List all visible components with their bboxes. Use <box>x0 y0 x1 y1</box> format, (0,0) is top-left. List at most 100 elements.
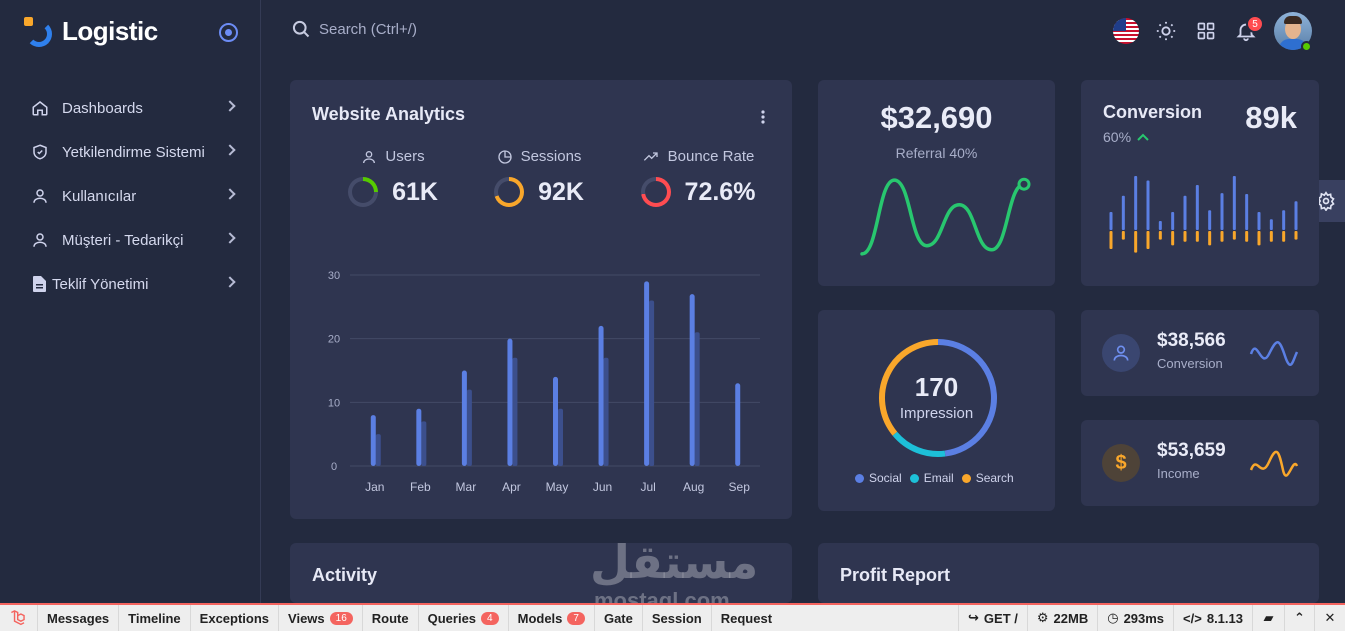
sidebar-item-musteri[interactable]: Müşteri - Tedarikçi <box>30 218 240 262</box>
debug-tab-messages[interactable]: Messages <box>38 605 120 631</box>
notifications-button[interactable]: 5 <box>1226 13 1266 49</box>
debug-tab-request[interactable]: Request <box>720 610 773 626</box>
chevron-right-icon <box>224 100 236 112</box>
sidebar-item-dashboards[interactable]: Dashboards <box>30 86 240 130</box>
debug-tab-views[interactable]: Views 16 <box>279 605 363 631</box>
stat-users: Users 61K <box>323 148 463 207</box>
bar-negative <box>1245 231 1249 242</box>
x-tick-label: Feb <box>410 480 431 494</box>
stat-bounce-rate: Bounce Rate 72.6% <box>628 148 768 207</box>
card-title: Profit Report <box>840 565 950 585</box>
bar-positive <box>1269 219 1273 230</box>
x-tick-label: Jan <box>365 480 384 494</box>
debug-tab-models[interactable]: Models 7 <box>509 605 595 631</box>
x-tick-label: Aug <box>683 480 704 494</box>
bounce-progress-ring <box>640 177 671 207</box>
bar-primary <box>689 294 695 466</box>
brand-name: Logistic <box>62 16 158 46</box>
stat-label: Conversion <box>1157 356 1223 371</box>
search-bar[interactable]: Search (Ctrl+/) <box>291 19 417 39</box>
y-tick-label: 10 <box>328 397 340 409</box>
bar-primary <box>416 408 422 466</box>
chevron-up-icon[interactable]: ⌃ <box>1285 605 1315 631</box>
sessions-progress-ring <box>494 177 525 207</box>
bar-positive <box>1134 176 1138 230</box>
debugbar: Messages Timeline Exceptions Views 16 Rou… <box>0 603 1345 631</box>
bar-positive <box>1220 193 1224 230</box>
bar-primary <box>370 415 376 466</box>
debug-tab-queries[interactable]: Queries 4 <box>419 605 509 631</box>
laravel-logo-icon[interactable] <box>0 605 38 631</box>
language-button[interactable] <box>1106 13 1146 49</box>
theme-toggle-button[interactable] <box>1146 13 1186 49</box>
bar-negative <box>1121 231 1125 240</box>
debug-tab-gate[interactable]: Gate <box>595 605 643 631</box>
legend-item: Email <box>909 471 954 485</box>
debug-time[interactable]: ◷ 293ms <box>1098 605 1175 631</box>
bar-negative <box>1134 231 1138 253</box>
chevron-up-icon <box>1137 133 1149 141</box>
x-tick-label: Sep <box>729 480 751 494</box>
count-badge: 4 <box>481 611 499 625</box>
user-icon <box>1102 334 1140 372</box>
debug-tab-session[interactable]: Session <box>643 605 712 631</box>
users-progress-ring <box>348 177 379 207</box>
bar-positive <box>1183 195 1187 230</box>
brand[interactable]: Logistic <box>24 16 158 47</box>
bar-negative <box>1146 231 1150 249</box>
bar-secondary <box>649 300 655 466</box>
chart-legend: Social Email Search <box>855 471 1022 485</box>
more-vertical-icon[interactable] <box>760 109 766 125</box>
legend-item: Search <box>961 471 1014 485</box>
clock-icon: ◷ <box>1107 610 1119 625</box>
x-tick-label: Apr <box>502 480 521 494</box>
debug-tab-exceptions[interactable]: Exceptions <box>191 605 280 631</box>
avatar[interactable] <box>1274 12 1312 50</box>
bar-negative <box>1208 231 1212 246</box>
search-input[interactable]: Search (Ctrl+/) <box>319 20 417 38</box>
bar-negative <box>1294 231 1298 240</box>
stat-label: Sessions <box>520 148 582 165</box>
y-tick-label: 20 <box>328 334 340 346</box>
bar-positive <box>1109 212 1113 230</box>
debug-tab-route[interactable]: Route <box>363 605 419 631</box>
debug-memory[interactable]: ⚙ 22MB <box>1028 605 1099 631</box>
sidebar-toggle-icon[interactable] <box>219 23 238 42</box>
stat-value: $53,659 <box>1157 440 1226 461</box>
folder-icon[interactable]: ▰ <box>1253 605 1285 631</box>
shortcuts-button[interactable] <box>1186 13 1226 49</box>
bar-negative <box>1269 231 1273 242</box>
card-title: Website Analytics <box>312 104 466 124</box>
sidebar-item-label: Dashboards <box>62 99 143 117</box>
sun-icon <box>1156 21 1176 41</box>
debug-version: </> 8.1.13 <box>1174 605 1253 631</box>
bar-secondary <box>603 357 609 466</box>
bar-positive <box>1171 212 1175 230</box>
debug-request-method[interactable]: ↪ GET / <box>958 605 1028 631</box>
bar-primary <box>461 370 467 466</box>
bar-negative <box>1232 231 1236 240</box>
stat-value: 61K <box>392 177 438 206</box>
stat-label: Bounce Rate <box>667 148 755 165</box>
bar-positive <box>1208 210 1212 230</box>
document-icon <box>32 274 46 294</box>
conversion-card: Conversion 60% 89k <box>1081 80 1319 286</box>
close-icon[interactable]: ✕ <box>1324 610 1336 625</box>
conversion-percent: 60% <box>1103 129 1132 145</box>
debug-tab-timeline[interactable]: Timeline <box>119 605 191 631</box>
bar-positive <box>1245 194 1249 230</box>
sidebar-item-teklif[interactable]: Teklif Yönetimi <box>30 262 240 306</box>
sidebar-item-yetkilendirme[interactable]: Yetkilendirme Sistemi <box>30 130 240 174</box>
sidebar-item-kullanicilar[interactable]: Kullanıcılar <box>30 174 240 218</box>
bar-negative <box>1257 231 1261 246</box>
bar-negative <box>1171 231 1175 246</box>
bar-negative <box>1195 231 1199 242</box>
sidebar-item-label: Teklif Yönetimi <box>52 275 149 293</box>
profit-report-card: Profit Report <box>818 543 1319 603</box>
bar-positive <box>1294 201 1298 230</box>
y-tick-label: 30 <box>328 270 340 282</box>
search-icon <box>292 20 310 38</box>
card-title: Activity <box>312 565 378 585</box>
shield-icon <box>30 142 50 162</box>
sparkline <box>1249 450 1299 477</box>
